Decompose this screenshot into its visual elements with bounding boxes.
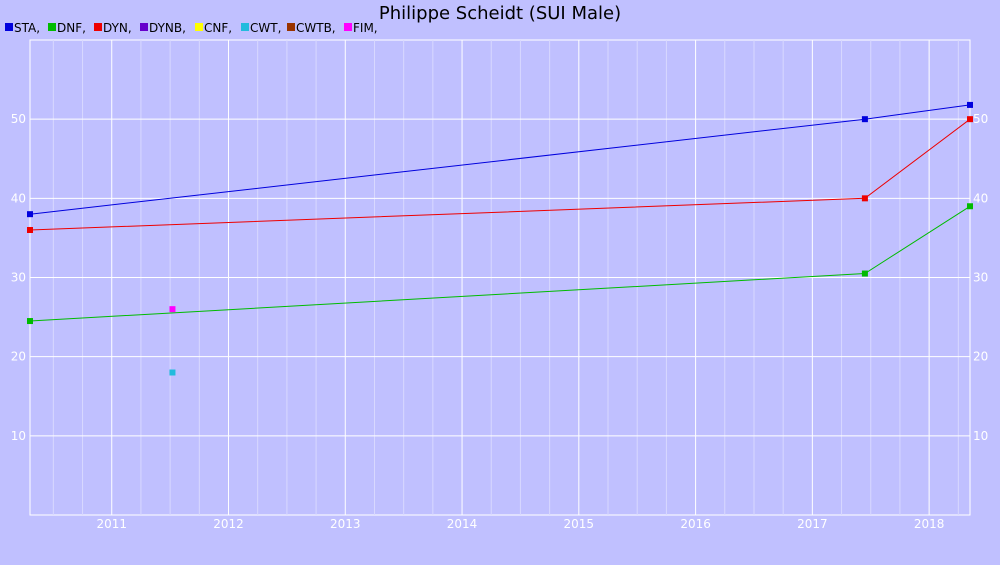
x-tick-label: 2012 [213,517,244,531]
legend-swatch [344,23,352,31]
grid [29,39,971,516]
y-tick-label-left: 20 [11,350,26,364]
legend-label: STA, [14,21,40,35]
data-point-dnf [861,270,868,277]
data-point-dyn [861,195,868,202]
y-tick-label-right: 20 [973,350,988,364]
legend-item: DNF, [48,21,86,35]
axis-labels: 2011 2012 2013 2014 2015 2016 2017 2018 10 10 20 20… [11,112,989,531]
x-tick-label: 2011 [96,517,127,531]
series-line-dyn [29,118,971,231]
x-tick-label: 2015 [564,517,595,531]
series-dnf [27,203,973,325]
legend-item: STA, [5,21,40,35]
series-layer [27,101,973,376]
x-tick-label: 2018 [914,517,945,531]
chart-title: Philippe Scheidt (SUI Male) [379,3,621,24]
data-point-sta [967,101,973,108]
data-point-cwt [169,369,176,376]
data-point-fim [169,306,176,313]
legend-swatch [287,23,295,31]
legend-item: CNF, [195,21,232,35]
series-line-sta [29,104,971,215]
x-tick-label: 2013 [330,517,361,531]
legend-label: DYNB, [149,21,186,35]
data-point-dnf [27,318,33,325]
y-tick-label-right: 40 [973,191,988,205]
legend-label: DYN, [103,21,132,35]
y-tick-label-right: 10 [973,429,988,443]
legend-item: DYN, [94,21,132,35]
legend: STA, DNF, DYN, DYNB, CNF, CWT, CWTB, FIM, [5,21,378,35]
series-cwt [169,369,176,376]
legend-item: CWTB, [287,21,336,35]
legend-label: DNF, [57,21,86,35]
x-tick-label: 2017 [797,517,828,531]
x-tick-label: 2014 [447,517,478,531]
series-line-dnf [29,205,971,322]
legend-swatch [94,23,102,31]
y-tick-label-right: 50 [973,112,988,126]
data-point-dyn [27,227,33,233]
series-dyn [27,116,973,233]
y-tick-label-right: 30 [973,271,988,285]
series-sta [27,101,973,218]
legend-swatch [5,23,13,31]
data-point-dyn [967,116,973,123]
legend-label: CWTB, [296,21,336,35]
legend-swatch [195,23,203,31]
legend-swatch [48,23,56,31]
y-tick-label-left: 30 [11,271,26,285]
legend-item: DYNB, [140,21,186,35]
legend-label: FIM, [353,21,378,35]
y-tick-label-left: 50 [11,112,26,126]
y-tick-label-left: 10 [11,429,26,443]
data-point-dnf [967,203,973,210]
data-point-sta [861,116,868,123]
legend-swatch [241,23,249,31]
legend-label: CNF, [204,21,232,35]
series-fim [169,306,176,313]
legend-swatch [140,23,148,31]
legend-item: CWT, [241,21,281,35]
x-tick-label: 2016 [680,517,711,531]
data-point-sta [27,211,33,218]
y-tick-label-left: 40 [11,191,26,205]
legend-label: CWT, [250,21,281,35]
legend-item: FIM, [344,21,378,35]
